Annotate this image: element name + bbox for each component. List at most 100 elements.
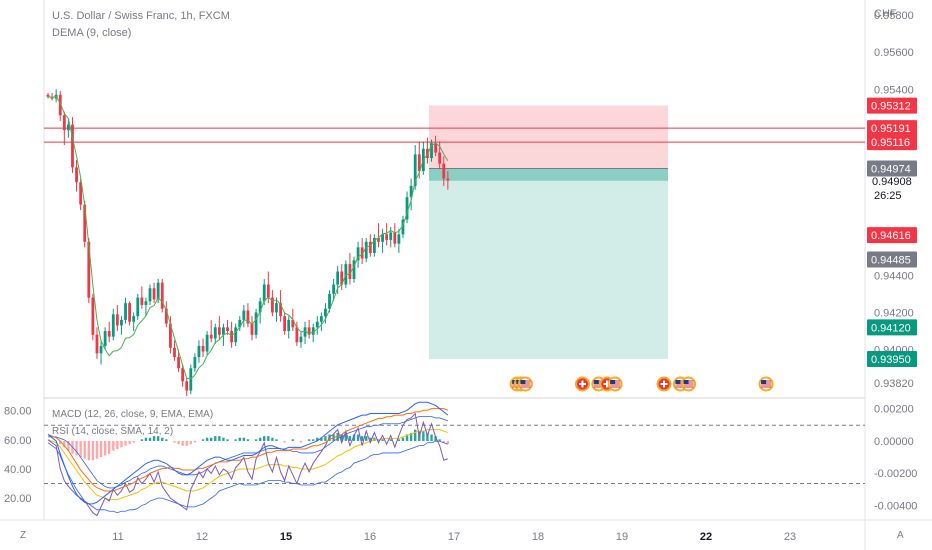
candle-body (348, 264, 352, 279)
macd-histogram-bar (283, 440, 286, 443)
candle-body (442, 163, 446, 179)
flag-stripe (761, 386, 772, 388)
candle-body (413, 154, 417, 186)
candle-body (430, 143, 433, 159)
price-label: 0.95191 (867, 120, 917, 137)
horizontal-lines (44, 127, 865, 143)
flag-canton (610, 380, 616, 384)
flag-stripe (593, 384, 604, 386)
candle-body (336, 271, 340, 285)
macd-histogram-bar (83, 440, 86, 459)
candle-body (152, 288, 156, 300)
price-label: 0.93950 (867, 350, 917, 367)
rsi-legend[interactable]: RSI (14, close, SMA, 14, 2) (52, 426, 174, 437)
macd-histogram-bar (246, 439, 250, 441)
macd-histogram-bar (401, 437, 405, 441)
candle-body (120, 319, 123, 326)
candle-body (83, 204, 87, 242)
price-label-box (867, 319, 917, 336)
macd-histogram-bar (116, 440, 119, 450)
rsi-line (47, 412, 449, 517)
price-label-text: 0.95116 (871, 137, 910, 149)
candle-body (352, 260, 356, 279)
candle-body (213, 327, 217, 339)
candle-body (226, 327, 229, 332)
macd-histogram-bar (430, 434, 433, 441)
macd-histogram-bar (218, 436, 221, 441)
price-label-text: 0.93950 (871, 354, 911, 366)
candle (442, 156, 446, 186)
macd-histogram-bar (75, 440, 78, 456)
macd-histogram-bar (63, 440, 66, 448)
macd-histogram-bar (108, 440, 111, 454)
time-tick-label: 11 (112, 531, 123, 543)
timezone-button[interactable]: Z (20, 530, 27, 541)
candle-body (91, 297, 95, 335)
candle-body (173, 347, 176, 358)
candle (54, 89, 58, 103)
swiss-flag-icon (574, 376, 590, 392)
candle (381, 228, 384, 253)
candle (364, 238, 368, 263)
candle (181, 364, 185, 387)
candle-body (283, 316, 287, 332)
candle-body (58, 94, 62, 116)
candle-body (332, 284, 335, 294)
macd-histogram-bar (381, 439, 384, 441)
macd-histogram-bar (99, 440, 103, 458)
candle-body (156, 282, 160, 300)
candle (136, 293, 140, 320)
macd-histogram-bar (434, 436, 437, 441)
candle (319, 312, 323, 332)
candle-body (279, 303, 282, 317)
candle (434, 135, 437, 157)
symbol-title[interactable]: U.S. Dollar / Swiss Franc, 1h, FXCM (52, 10, 230, 22)
candle (132, 312, 136, 332)
macd-histogram-bar (120, 440, 123, 448)
candle (164, 301, 168, 328)
macd-histogram-bar (271, 437, 274, 441)
candle-body (107, 331, 111, 337)
macd-legend[interactable]: MACD (12, 26, close, 9, EMA, EMA) (52, 409, 214, 420)
time-tick-label: 12 (196, 531, 208, 543)
macd-histogram-bar (446, 440, 450, 445)
macd-histogram-bar (87, 440, 90, 461)
macd-histogram-bar (177, 440, 180, 445)
candle-body (185, 381, 189, 391)
candle (58, 91, 62, 121)
candle (46, 92, 50, 99)
macd-histogram-bar (397, 439, 401, 441)
macd-histogram-bar (91, 440, 95, 461)
candle-body (238, 319, 242, 328)
macd-histogram-bar (414, 429, 417, 441)
price-labels: 0.95312 0.95191 0.95116 0.94974 0.94616 0.944… (867, 97, 917, 367)
macd-histogram-bar (389, 439, 392, 441)
candle (254, 308, 258, 339)
candle-body (360, 247, 364, 259)
candle-body (417, 154, 421, 172)
candle (185, 377, 189, 397)
macd-histogram-bar (356, 434, 360, 441)
candle-body (197, 345, 201, 358)
candle (287, 316, 291, 339)
candle (111, 308, 115, 341)
candle-body (385, 234, 389, 240)
flag-stripe (610, 384, 621, 386)
auto-scale-button[interactable]: A (897, 530, 904, 541)
candle (201, 338, 205, 358)
macd-histogram-bar (307, 439, 311, 441)
candle (148, 284, 152, 306)
candle (299, 331, 303, 348)
dema-legend[interactable]: DEMA (9, close) (52, 27, 132, 39)
candle (79, 178, 83, 211)
bar-countdown: 26:25 (874, 190, 902, 202)
candle (120, 316, 123, 335)
rsi-tick-label: 80.00 (4, 406, 32, 418)
candle (156, 278, 160, 304)
candle (446, 171, 450, 190)
candle (209, 319, 213, 343)
price-label-box (867, 120, 917, 137)
price-label: 0.95312 (867, 97, 917, 114)
macd-histogram-bar (258, 437, 262, 441)
